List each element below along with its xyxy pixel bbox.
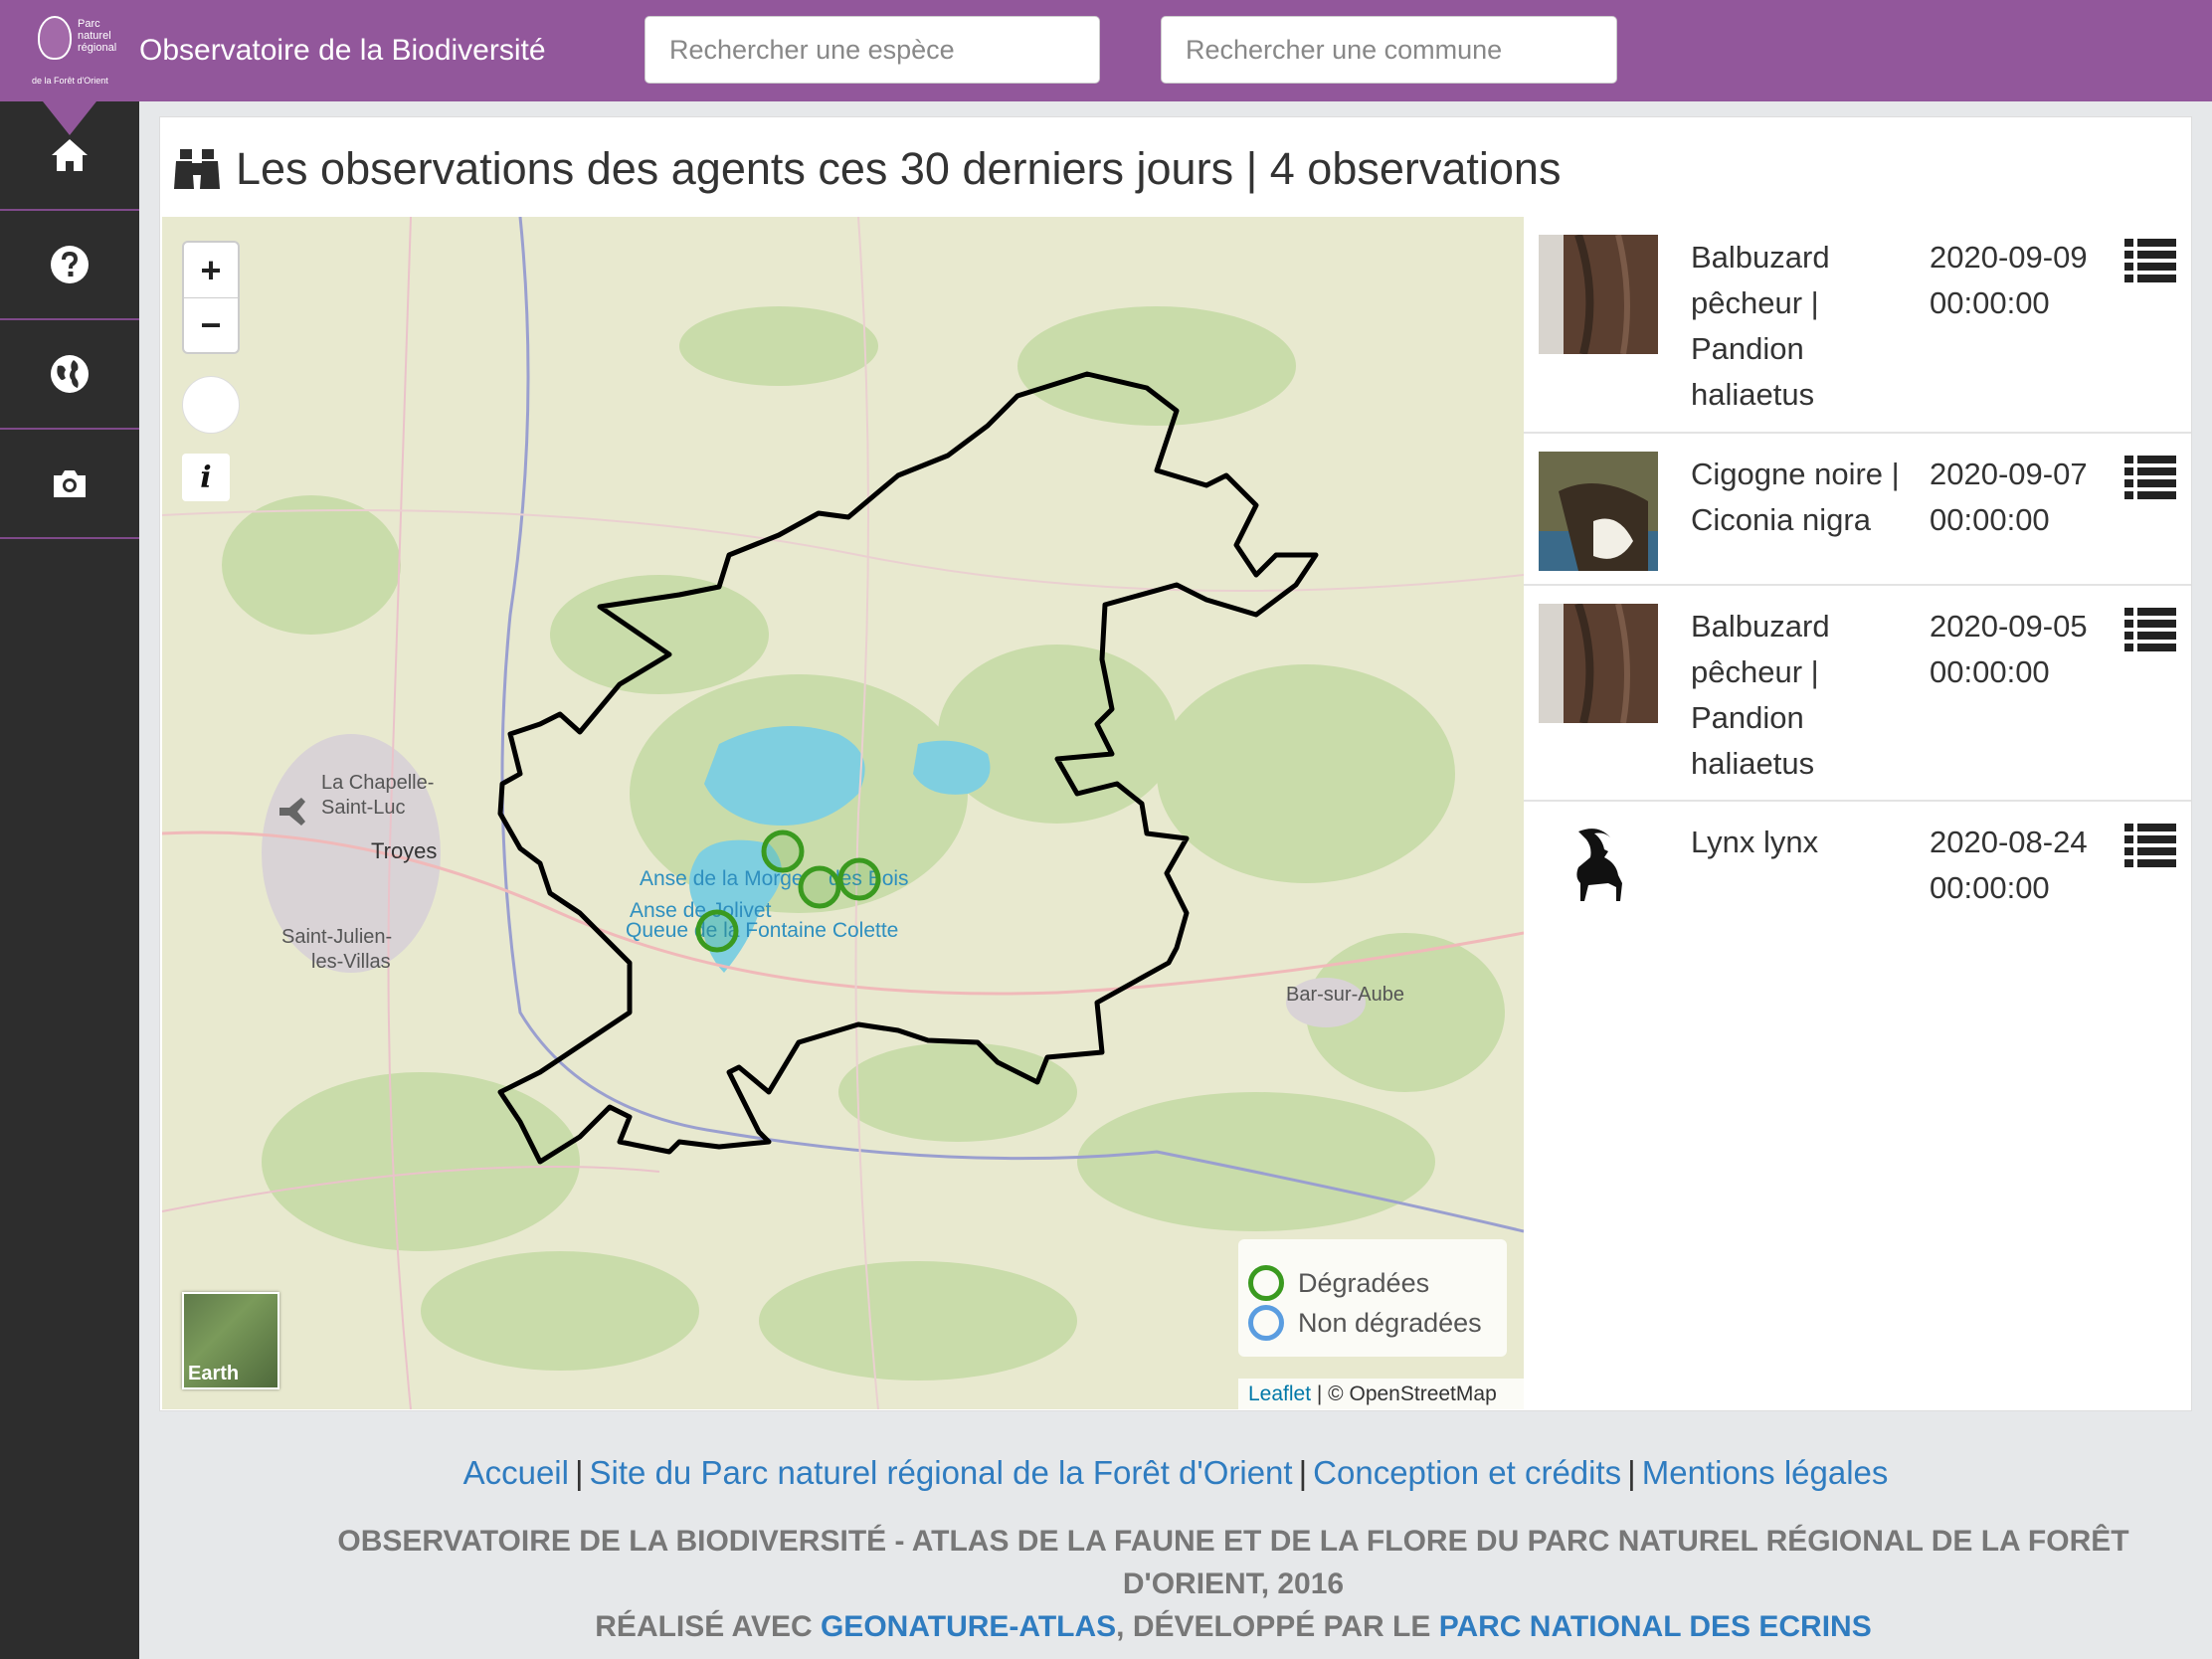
osprey-photo	[1539, 235, 1658, 354]
legend-item-degraded: Dégradées	[1248, 1263, 1507, 1303]
map-attribution: Leaflet | © OpenStreetMap	[1238, 1379, 1524, 1409]
footer-separator: |	[1627, 1454, 1636, 1491]
search-commune-input[interactable]	[1161, 16, 1617, 84]
footer-line-1: OBSERVATOIRE DE LA BIODIVERSITÉ - ATLAS …	[337, 1525, 2129, 1600]
footer-link-credits[interactable]: Conception et crédits	[1313, 1454, 1622, 1491]
footer-line-2-middle: , DÉVELOPPÉ PAR LE	[1116, 1610, 1439, 1643]
sidebar-item-help[interactable]	[0, 211, 139, 320]
observation-name: Lynx lynx	[1691, 825, 1819, 859]
question-circle-icon	[51, 246, 89, 283]
observation-item[interactable]: Balbuzard pêcheur | Pandion haliaetus 20…	[1524, 217, 2191, 434]
park-boundary	[497, 371, 1319, 1165]
globe-icon	[51, 355, 89, 393]
leaflet-link[interactable]: Leaflet	[1248, 1382, 1312, 1405]
logo-shield-icon	[38, 16, 72, 60]
list-icon[interactable]	[2124, 454, 2176, 501]
top-bar: Parc naturel régional de la Forêt d'Orie…	[0, 0, 2212, 101]
sidebar-pointer	[43, 101, 96, 135]
camera-icon	[54, 470, 86, 497]
observation-list: Balbuzard pêcheur | Pandion haliaetus 20…	[1524, 217, 2191, 1409]
observation-date: 2020-08-24 00:00:00	[1930, 825, 2088, 905]
list-icon[interactable]	[2124, 606, 2176, 653]
footer-credits: OBSERVATOIRE DE LA BIODIVERSITÉ - ATLAS …	[288, 1520, 2178, 1648]
footer-separator: |	[1298, 1454, 1308, 1491]
observation-name: Balbuzard pêcheur | Pandion haliaetus	[1691, 609, 1830, 781]
park-logo[interactable]: Parc naturel régional de la Forêt d'Orie…	[28, 10, 117, 95]
footer-separator: |	[574, 1454, 584, 1491]
logo-subtext: de la Forêt d'Orient	[32, 76, 108, 86]
airport-icon	[279, 798, 305, 826]
observation-item[interactable]: Cigogne noire | Ciconia nigra 2020-09-07…	[1524, 434, 2191, 586]
lake-label: Anse de Jolivet	[630, 899, 772, 922]
page-title: Les observations des agents ces 30 derni…	[172, 143, 1561, 195]
map[interactable]: La Chapelle- Saint-Luc Troyes Saint-Juli…	[162, 217, 1524, 1409]
list-icon[interactable]	[2124, 237, 2176, 284]
sidebar-item-gallery[interactable]	[0, 430, 139, 539]
observation-item[interactable]: Balbuzard pêcheur | Pandion haliaetus 20…	[1524, 586, 2191, 802]
legend-item-non-degraded: Non dégradées	[1248, 1303, 1507, 1343]
sidebar-item-globe[interactable]	[0, 320, 139, 430]
legend-label: Dégradées	[1298, 1267, 1430, 1298]
stork-photo	[1539, 452, 1658, 571]
legend-marker-non-degraded	[1248, 1305, 1284, 1341]
footer-links: Accueil | Site du Parc naturel régional de…	[139, 1454, 2212, 1492]
observation-date: 2020-09-09 00:00:00	[1930, 240, 2088, 320]
page-title-text: Les observations des agents ces 30 derni…	[236, 143, 1562, 194]
logo-text: Parc naturel régional	[78, 18, 117, 54]
place-label: Saint-Julien-	[281, 926, 392, 948]
lake-label: Queue de la Fontaine Colette	[626, 919, 898, 942]
info-button[interactable]: i	[182, 454, 230, 501]
footer-link-park-site[interactable]: Site du Parc naturel régional de la Forê…	[589, 1454, 1293, 1491]
observation-name: Balbuzard pêcheur | Pandion haliaetus	[1691, 240, 1830, 412]
home-icon	[52, 139, 88, 171]
sidebar-item-home[interactable]	[0, 101, 139, 211]
footer-link-home[interactable]: Accueil	[462, 1454, 569, 1491]
observation-date: 2020-09-07 00:00:00	[1930, 457, 2088, 537]
observation-marker	[761, 830, 805, 873]
observation-name: Cigogne noire | Ciconia nigra	[1691, 457, 1900, 537]
forest-areas	[222, 306, 1505, 1381]
place-label: La Chapelle-	[321, 772, 434, 794]
zoom-in-button[interactable]: +	[200, 249, 222, 290]
place-label: Saint-Luc	[321, 797, 406, 819]
observation-marker	[695, 909, 739, 953]
lake-label: Anse de la Morge	[640, 867, 804, 890]
ecrins-park-link[interactable]: PARC NATIONAL DES ECRINS	[1438, 1610, 1872, 1643]
footer-link-legal[interactable]: Mentions légales	[1641, 1454, 1889, 1491]
map-tiles: La Chapelle- Saint-Luc Troyes Saint-Juli…	[162, 217, 1524, 1409]
geonature-atlas-link[interactable]: GEONATURE-ATLAS	[820, 1610, 1117, 1643]
basemap-switcher[interactable]: Earth	[182, 1292, 279, 1389]
observation-marker	[837, 857, 881, 901]
lake-label: des Bois	[829, 867, 909, 890]
attribution-text: | © OpenStreetMap	[1311, 1382, 1497, 1405]
map-legend: Dégradées Non dégradées	[1238, 1239, 1507, 1357]
zoom-control: + −	[182, 241, 240, 354]
footer-line-2: RÉALISÉ AVEC GEONATURE-ATLAS, DÉVELOPPÉ …	[288, 1605, 2178, 1648]
place-label: les-Villas	[311, 951, 391, 973]
ibex-silhouette-icon	[1539, 820, 1658, 939]
observation-marker	[798, 865, 841, 909]
basemap-label: Earth	[188, 1363, 240, 1384]
list-icon[interactable]	[2124, 822, 2176, 869]
binoculars-icon	[174, 149, 220, 189]
footer-line-2-prefix: RÉALISÉ AVEC	[595, 1610, 821, 1643]
fullscreen-button[interactable]	[182, 376, 240, 434]
osprey-photo	[1539, 604, 1658, 723]
zoom-out-button[interactable]: −	[184, 297, 238, 352]
observation-item[interactable]: Lynx lynx 2020-08-24 00:00:00	[1524, 802, 2191, 939]
urban-areas	[262, 734, 1366, 1027]
lakes	[689, 726, 991, 973]
sidebar	[0, 101, 139, 1659]
search-species-input[interactable]	[645, 16, 1100, 84]
legend-marker-degraded	[1248, 1265, 1284, 1301]
observation-date: 2020-09-05 00:00:00	[1930, 609, 2088, 689]
place-label: Bar-sur-Aube	[1286, 984, 1404, 1006]
app-title[interactable]: Observatoire de la Biodiversité	[139, 34, 546, 67]
place-label: Troyes	[371, 838, 437, 863]
legend-label: Non dégradées	[1298, 1307, 1482, 1338]
